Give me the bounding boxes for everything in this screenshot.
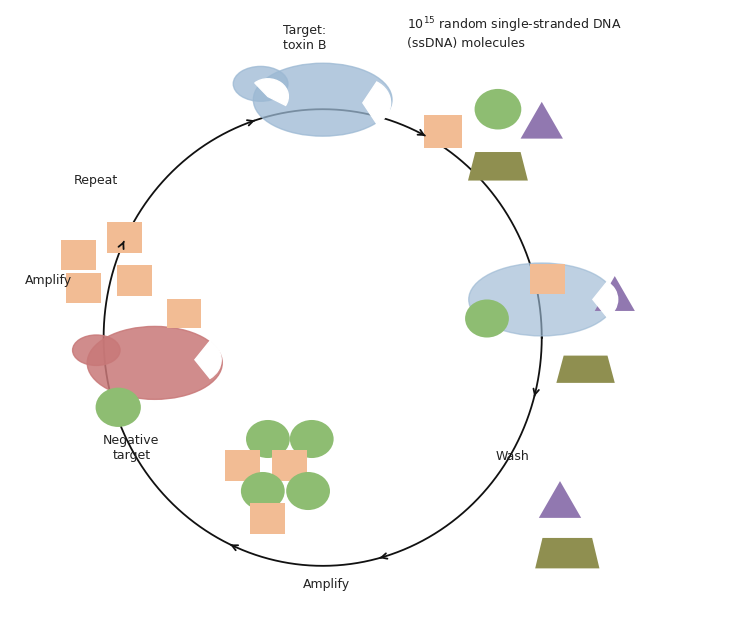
- Circle shape: [246, 420, 290, 458]
- Ellipse shape: [233, 66, 288, 101]
- Circle shape: [290, 420, 334, 458]
- Wedge shape: [593, 282, 618, 317]
- Text: $10^{15}$ random single-stranded DNA
(ssDNA) molecules: $10^{15}$ random single-stranded DNA (ss…: [407, 15, 621, 50]
- Polygon shape: [520, 102, 563, 139]
- Ellipse shape: [73, 335, 120, 366]
- Polygon shape: [468, 152, 528, 180]
- Circle shape: [474, 89, 521, 129]
- Wedge shape: [195, 341, 221, 378]
- Bar: [251, 503, 285, 534]
- Circle shape: [286, 472, 330, 510]
- Wedge shape: [363, 82, 391, 124]
- Bar: [106, 222, 141, 252]
- Bar: [167, 299, 201, 328]
- Text: Amplify: Amplify: [26, 274, 73, 287]
- Circle shape: [241, 472, 284, 510]
- Bar: [117, 265, 152, 296]
- Bar: [66, 273, 100, 303]
- Polygon shape: [556, 355, 615, 383]
- Bar: [272, 450, 307, 481]
- Circle shape: [95, 388, 141, 427]
- Polygon shape: [594, 276, 635, 311]
- Bar: [225, 450, 260, 481]
- Ellipse shape: [468, 263, 615, 336]
- Circle shape: [465, 299, 509, 338]
- Polygon shape: [535, 538, 600, 568]
- Bar: [61, 240, 95, 270]
- Text: Amplify: Amplify: [303, 578, 350, 591]
- Text: Target:
toxin B: Target: toxin B: [283, 24, 326, 52]
- Text: Negative
target: Negative target: [103, 434, 160, 462]
- Text: Repeat: Repeat: [74, 174, 119, 187]
- Bar: [530, 264, 565, 294]
- Bar: [424, 115, 463, 148]
- Polygon shape: [539, 481, 581, 518]
- Text: Wash: Wash: [496, 450, 529, 463]
- Wedge shape: [255, 79, 288, 105]
- Ellipse shape: [254, 63, 392, 136]
- Ellipse shape: [87, 326, 222, 399]
